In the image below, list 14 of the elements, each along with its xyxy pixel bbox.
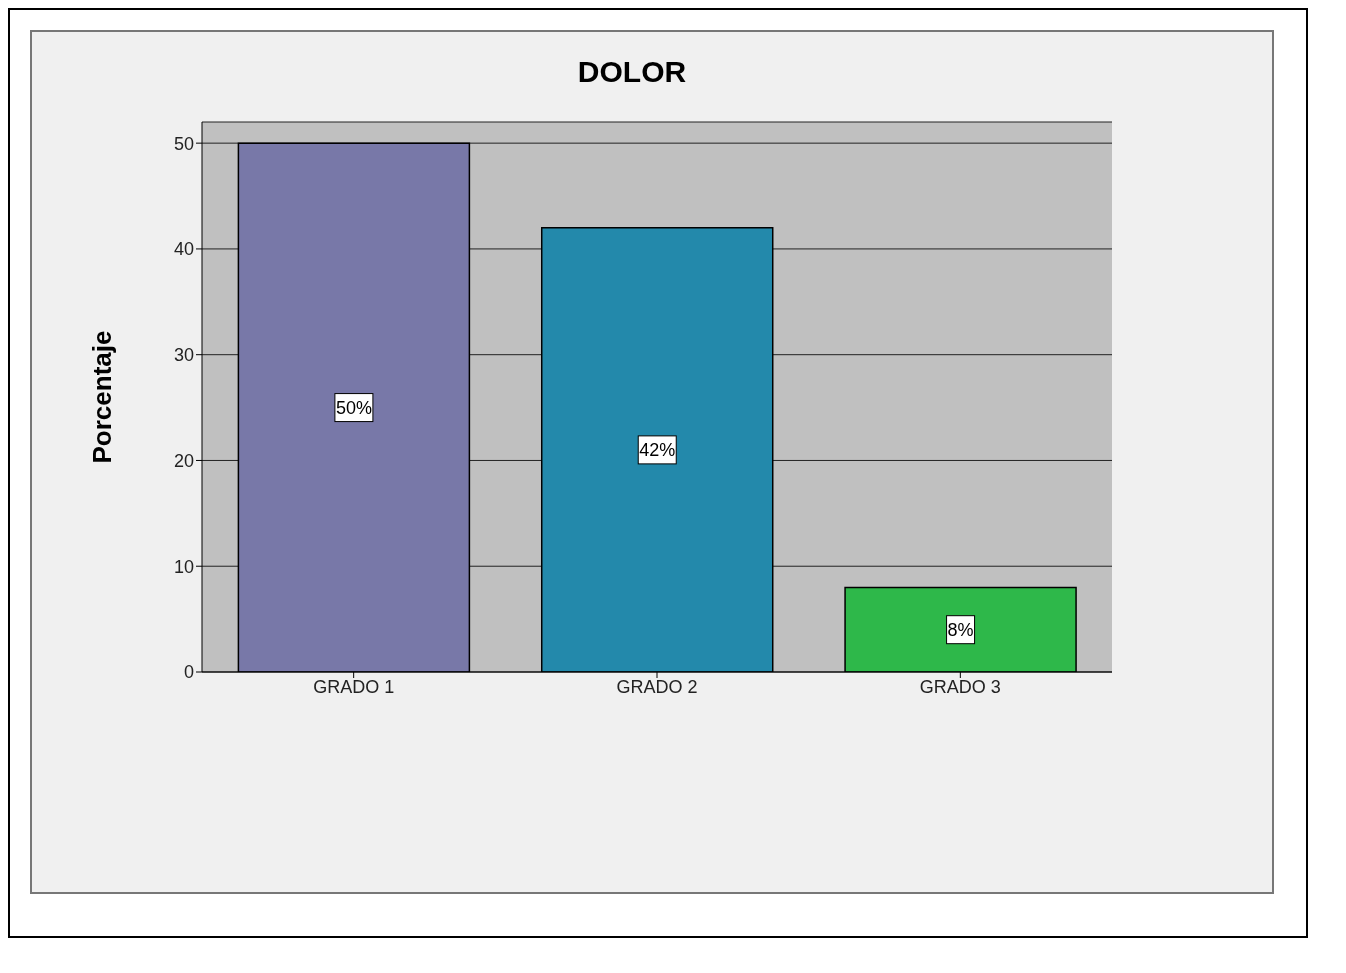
chart-title: DOLOR — [577, 55, 687, 88]
y-axis-title: Porcentaje — [87, 330, 118, 464]
data-label: 8% — [947, 619, 974, 640]
data-label: 50% — [335, 397, 372, 418]
y-tick-label: 50 — [173, 133, 194, 154]
y-tick-label: 30 — [173, 345, 194, 366]
y-tick-label: 0 — [183, 662, 194, 683]
y-tick-label: 10 — [173, 556, 194, 577]
x-tick-label: GRADO 3 — [919, 676, 1001, 697]
data-label: 42% — [639, 439, 676, 460]
y-tick-label: 40 — [173, 239, 194, 260]
y-tick-label: 20 — [173, 450, 194, 471]
x-tick-label: GRADO 1 — [313, 676, 395, 697]
x-tick-label: GRADO 2 — [616, 676, 698, 697]
